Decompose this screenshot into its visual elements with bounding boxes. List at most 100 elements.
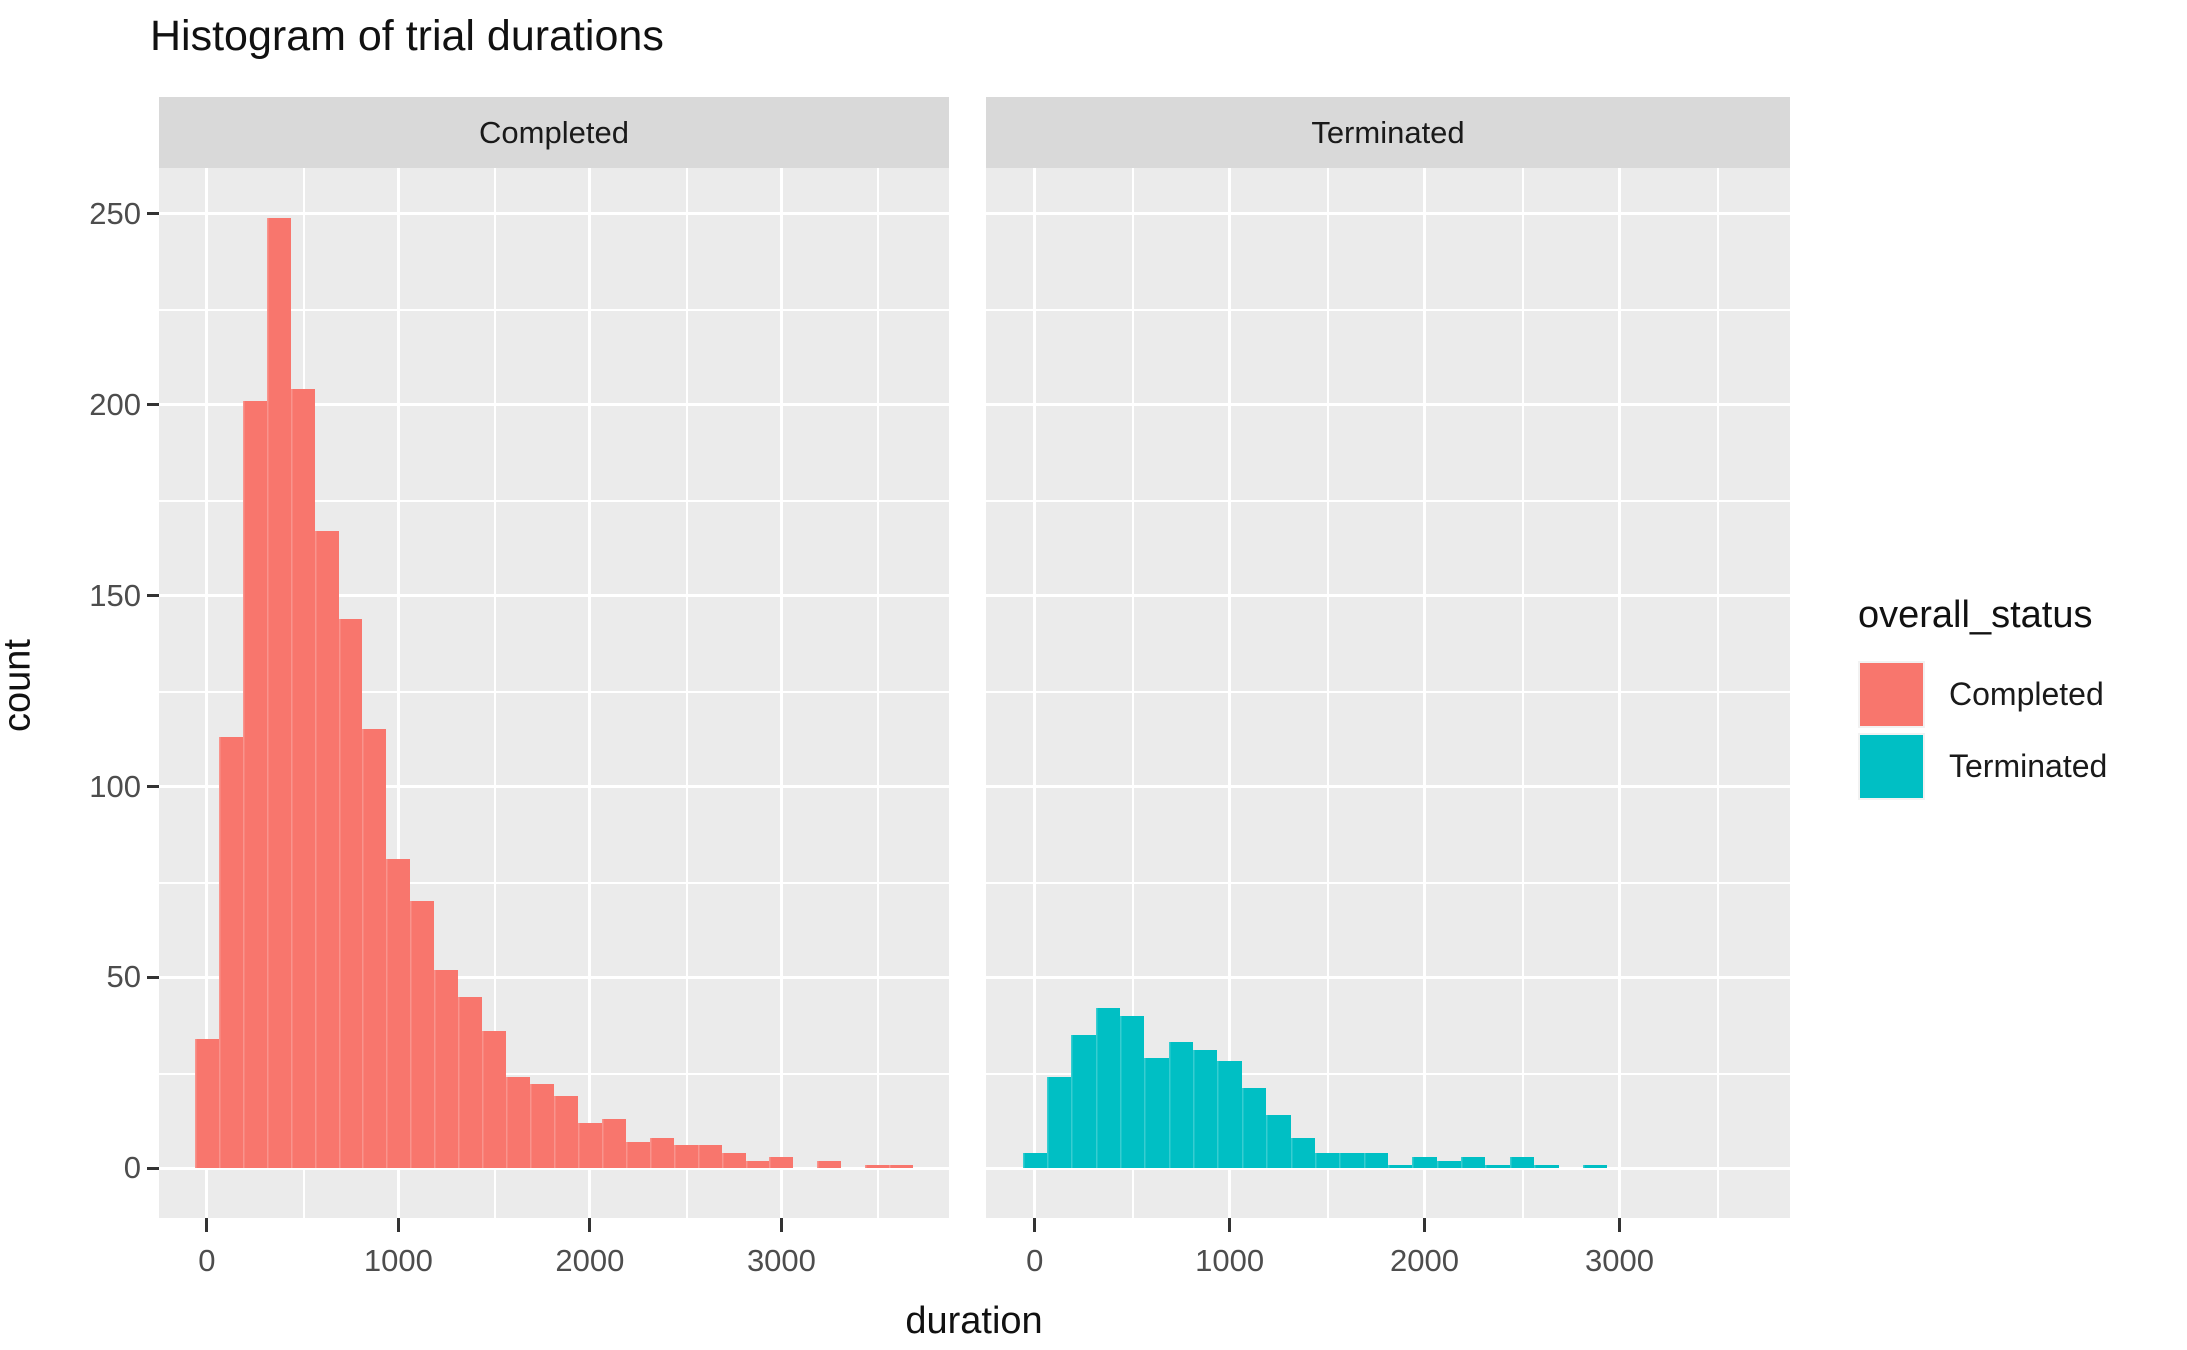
histogram-bar	[1095, 1008, 1120, 1169]
histogram-bar	[649, 1137, 674, 1169]
y-major-gridline	[159, 594, 949, 598]
y-tick-mark	[147, 212, 159, 216]
legend-item-completed: Completed	[1858, 661, 2178, 728]
histogram-bar	[1339, 1153, 1364, 1169]
histogram-bar	[1388, 1164, 1413, 1169]
histogram-bar	[601, 1118, 626, 1169]
histogram-bar	[1509, 1156, 1535, 1169]
legend-item-label: Completed	[1949, 676, 2104, 712]
y-minor-gridline	[986, 1072, 1790, 1075]
histogram-bar	[1436, 1160, 1462, 1169]
y-minor-gridline	[986, 882, 1790, 884]
histogram-bar	[817, 1160, 842, 1169]
y-tick-label: 250	[89, 195, 141, 231]
histogram-bar	[769, 1156, 794, 1169]
legend-swatch-completed	[1860, 663, 1923, 726]
legend-key	[1858, 661, 1925, 728]
histogram-bar	[1193, 1050, 1218, 1169]
histogram-bar	[506, 1076, 531, 1169]
facet-strip-label-terminated: Terminated	[1311, 114, 1465, 150]
histogram-bar	[410, 901, 435, 1169]
y-minor-gridline	[159, 309, 949, 312]
x-tick-mark	[1228, 1218, 1232, 1232]
legend-title: overall_status	[1858, 594, 2093, 636]
x-tick-mark	[779, 1218, 783, 1232]
y-tick-label: 150	[89, 577, 141, 613]
y-major-gridline	[159, 403, 949, 407]
histogram-bar	[314, 530, 339, 1169]
x-tick-label: 2000	[1390, 1243, 1460, 1278]
y-tick-label: 0	[123, 1150, 141, 1186]
x-tick-label: 0	[1026, 1243, 1044, 1278]
histogram-bar	[1412, 1156, 1437, 1169]
legend-item-terminated: Terminated	[1858, 733, 2178, 800]
plot-title: Histogram of trial durations	[150, 12, 664, 60]
y-tick-mark	[147, 594, 159, 598]
y-minor-gridline	[159, 500, 949, 503]
histogram-bar	[577, 1122, 602, 1169]
histogram-bar	[242, 400, 267, 1169]
histogram-bar	[1534, 1164, 1559, 1169]
histogram-bar	[1022, 1153, 1047, 1169]
x-tick-mark	[205, 1218, 209, 1232]
y-major-gridline	[986, 975, 1790, 979]
histogram-bar	[458, 996, 483, 1169]
histogram-bar	[1071, 1034, 1096, 1169]
y-major-gridline	[986, 212, 1790, 216]
histogram-bar	[386, 859, 411, 1169]
histogram-bar	[554, 1095, 578, 1169]
x-tick-mark	[1423, 1218, 1427, 1232]
histogram-bar	[889, 1164, 914, 1169]
legend-item-label: Terminated	[1949, 748, 2108, 784]
histogram-bar	[362, 729, 387, 1169]
facet-strip-terminated: Terminated	[986, 97, 1790, 168]
y-tick-mark	[147, 1166, 159, 1170]
histogram-bar	[625, 1141, 650, 1169]
x-tick-label: 3000	[1584, 1243, 1654, 1278]
histogram-bar	[673, 1145, 698, 1169]
y-tick-label: 100	[89, 768, 141, 804]
histogram-bar	[1461, 1156, 1486, 1169]
y-tick-mark	[147, 975, 159, 979]
y-tick-label: 200	[89, 386, 141, 422]
y-minor-gridline	[986, 500, 1790, 503]
histogram-bar	[1168, 1042, 1194, 1169]
histogram-bar	[1363, 1153, 1388, 1169]
panel-terminated	[986, 168, 1790, 1218]
x-tick-label: 1000	[363, 1243, 433, 1278]
facet-strip-label-completed: Completed	[479, 114, 629, 150]
y-minor-gridline	[986, 691, 1790, 694]
y-major-gridline	[159, 212, 949, 216]
y-major-gridline	[986, 785, 1790, 789]
y-major-gridline	[986, 403, 1790, 407]
legend: overall_status Completed Terminated	[1858, 594, 2178, 805]
facet-strip-completed: Completed	[159, 97, 949, 168]
x-tick-mark	[396, 1218, 400, 1232]
histogram-bar	[482, 1030, 507, 1169]
y-minor-gridline	[159, 882, 949, 884]
y-tick-label: 50	[106, 959, 141, 995]
histogram-bar	[1266, 1114, 1291, 1169]
y-tick-mark	[147, 785, 159, 789]
y-minor-gridline	[986, 309, 1790, 312]
legend-key	[1858, 733, 1925, 800]
legend-items: Completed Terminated	[1858, 661, 2178, 800]
histogram-bar	[865, 1164, 890, 1169]
y-major-gridline	[159, 785, 949, 789]
histogram-bar	[1144, 1057, 1169, 1169]
histogram-bar	[1241, 1088, 1267, 1169]
histogram-bar	[745, 1160, 770, 1169]
histogram-bar	[530, 1084, 554, 1169]
y-minor-gridline	[159, 1072, 949, 1075]
y-major-gridline	[986, 1166, 1790, 1170]
x-axis-title: duration	[905, 1300, 1043, 1342]
histogram-bar	[194, 1038, 219, 1169]
x-tick-label: 3000	[746, 1243, 816, 1278]
histogram-bar	[697, 1145, 722, 1169]
histogram-bar	[1046, 1076, 1072, 1169]
x-tick-mark	[1033, 1218, 1037, 1232]
histogram-bar	[218, 736, 243, 1169]
x-tick-label: 1000	[1195, 1243, 1265, 1278]
